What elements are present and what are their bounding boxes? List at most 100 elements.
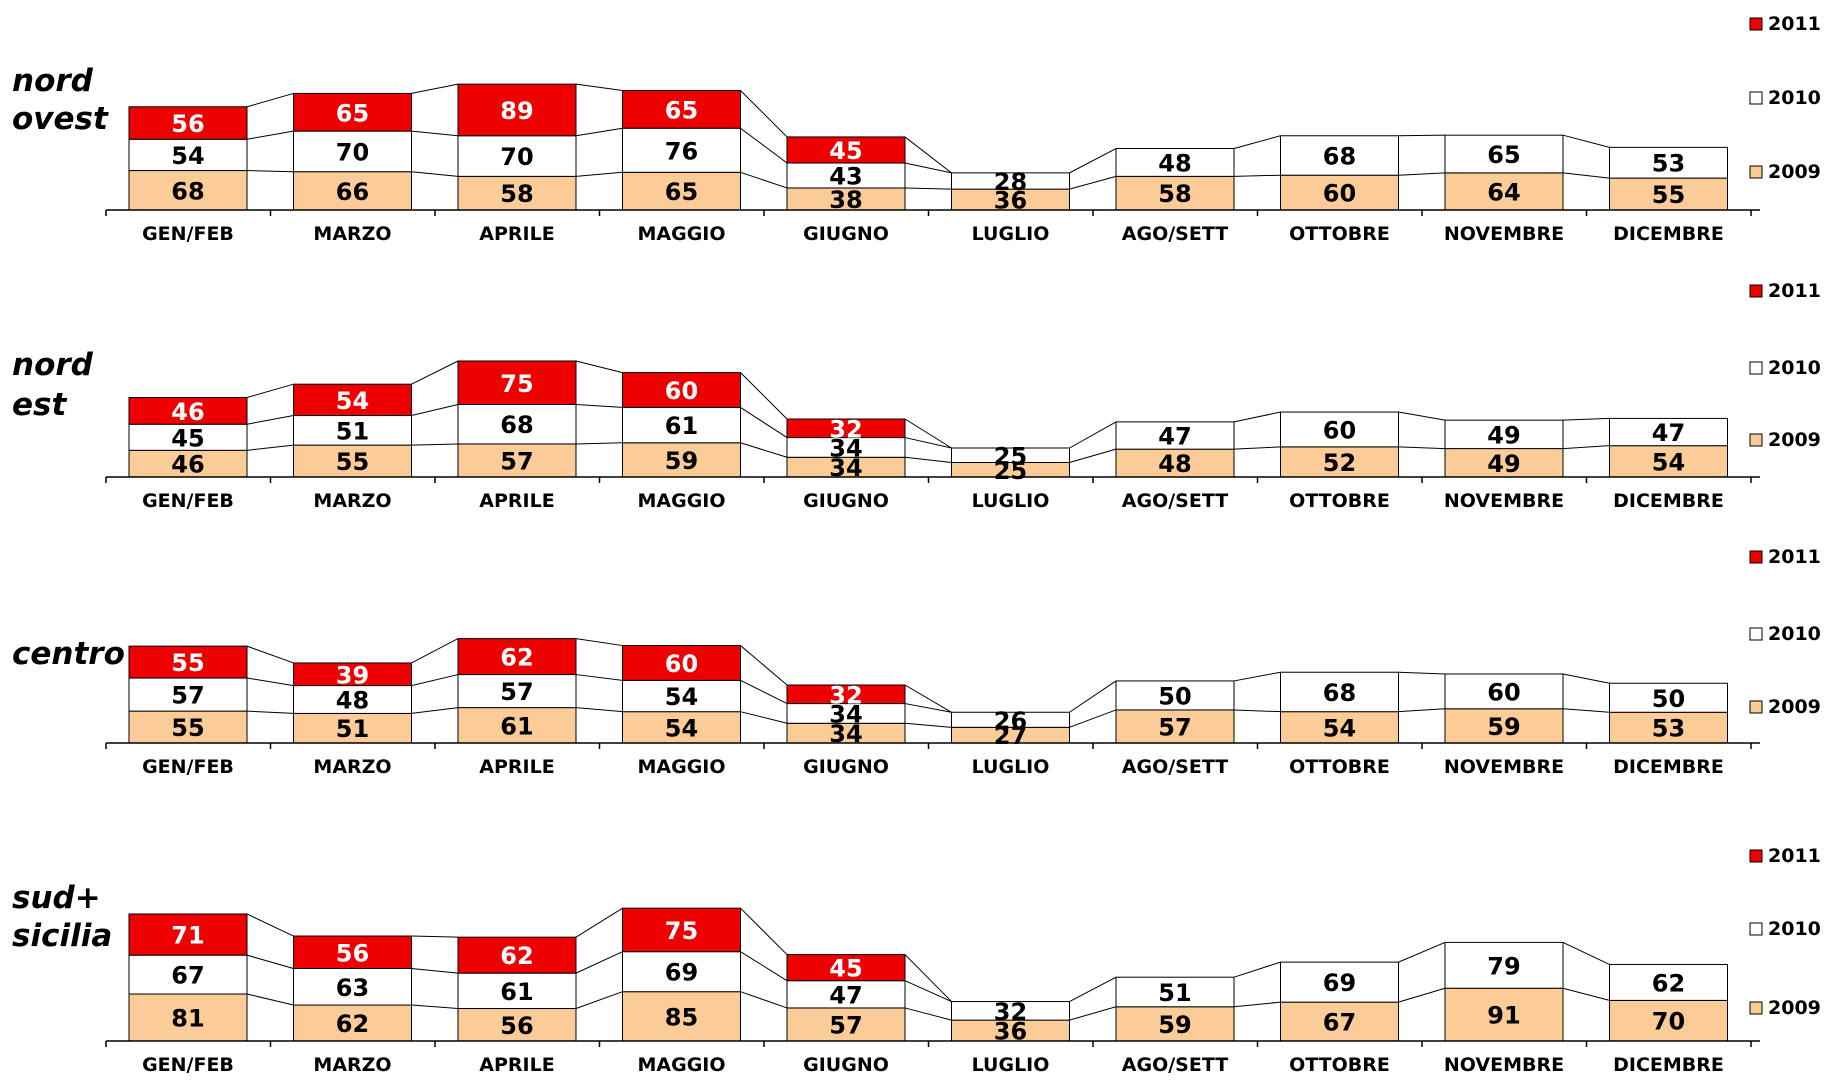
value-label-2010: 34: [829, 434, 862, 462]
connector-line: [246, 913, 294, 937]
connector-line: [904, 418, 952, 449]
category-label: NOVEMBRE: [1444, 490, 1564, 512]
bar-2010: [1280, 961, 1399, 1003]
bar-2009: [622, 711, 741, 744]
category-label: DICEMBRE: [1613, 756, 1724, 778]
connector-line: [1069, 709, 1117, 728]
connector-line: [575, 638, 623, 647]
bar-2009: [293, 171, 412, 211]
bar-2010: [951, 711, 1070, 728]
connector-line: [1069, 175, 1117, 190]
connector-line: [1069, 976, 1117, 1003]
legend-label-2011: 2011: [1768, 13, 1821, 35]
bar-2010: [622, 951, 741, 993]
bar-2009: [457, 443, 577, 478]
value-label-2010: 54: [171, 142, 204, 170]
connector-line: [740, 907, 788, 955]
value-label-2010: 76: [665, 137, 698, 165]
legend-label-2009: 2009: [1768, 429, 1821, 451]
connector-line: [575, 171, 623, 177]
legend-swatch-2009: [1749, 1001, 1763, 1015]
value-label-2011: 60: [665, 377, 698, 405]
value-label-2010: 26: [994, 707, 1027, 735]
bar-2010: [1444, 673, 1564, 710]
value-label-2009: 60: [1323, 180, 1356, 208]
legend-swatch-2010: [1749, 922, 1763, 936]
value-label-2011: 56: [336, 939, 369, 967]
connector-line: [1562, 134, 1610, 148]
value-label-2010: 47: [1652, 419, 1685, 447]
category-label: AGO/SETT: [1122, 1054, 1228, 1076]
bar-2010: [293, 968, 412, 1006]
category-label: AGO/SETT: [1122, 490, 1228, 512]
value-label-2009: 58: [1158, 180, 1191, 208]
value-label-2010: 45: [171, 424, 204, 452]
category-label: LUGLIO: [972, 223, 1050, 245]
value-label-2010: 69: [665, 959, 698, 987]
category-label: APRILE: [479, 756, 554, 778]
connector-line: [411, 360, 459, 385]
bar-2011: [128, 645, 248, 679]
region-label: nord: [12, 347, 94, 383]
value-label-2010: 70: [500, 143, 533, 171]
bar-2009: [1444, 172, 1564, 211]
category-label: MARZO: [313, 756, 391, 778]
value-label-2009: 55: [171, 714, 204, 742]
value-label-2009: 55: [336, 448, 369, 476]
value-label-2009: 85: [665, 1003, 698, 1031]
connector-line: [411, 443, 459, 446]
connector-line: [1562, 172, 1610, 179]
connector-line: [411, 935, 459, 938]
bar-2010: [1444, 941, 1564, 989]
value-label-2011: 32: [829, 681, 862, 709]
value-label-2010: 60: [1487, 678, 1520, 706]
value-label-2009: 68: [171, 177, 204, 205]
region-label: nord: [12, 63, 94, 99]
legend-swatch-2009: [1749, 433, 1763, 447]
bar-2009: [128, 710, 248, 744]
legend-label-2009: 2009: [1768, 997, 1821, 1019]
category-label: MAGGIO: [637, 490, 725, 512]
region-label: sud+: [12, 880, 101, 916]
value-label-2009: 59: [1158, 1011, 1191, 1039]
connector-line: [411, 674, 459, 687]
value-label-2011: 55: [171, 649, 204, 677]
value-label-2011: 71: [171, 922, 204, 950]
connector-line: [246, 130, 294, 140]
value-label-2009: 57: [829, 1011, 862, 1039]
connector-line: [1069, 680, 1117, 713]
bar-2010: [951, 1001, 1070, 1021]
value-label-2010: 65: [1487, 141, 1520, 169]
bar-2010: [1115, 976, 1235, 1008]
value-label-2009: 66: [336, 178, 369, 206]
connector-line: [575, 127, 623, 137]
bar-2010: [622, 406, 741, 444]
value-label-2010: 68: [1323, 679, 1356, 707]
connector-line: [411, 707, 459, 714]
bar-2010: [1609, 682, 1728, 713]
category-label: GIUGNO: [803, 1054, 889, 1076]
connector-line: [904, 187, 952, 190]
connector-line: [1398, 941, 1446, 963]
bar-2010: [1115, 148, 1235, 177]
category-label: MAGGIO: [637, 1054, 725, 1076]
category-label: NOVEMBRE: [1444, 756, 1564, 778]
connector-line: [575, 991, 623, 1009]
connector-line: [575, 707, 623, 713]
connector-line: [246, 92, 294, 108]
category-label: GEN/FEB: [142, 756, 234, 778]
category-label: APRILE: [479, 223, 554, 245]
bar-2011: [786, 136, 906, 164]
value-label-2009: 48: [1158, 450, 1191, 478]
connector-line: [740, 406, 788, 438]
legend-swatch-2009: [1749, 165, 1763, 179]
bar-2010: [1609, 146, 1728, 179]
value-label-2009: 54: [665, 714, 698, 742]
connector-line: [1233, 671, 1281, 682]
value-label-2010: 34: [829, 700, 862, 728]
connector-line: [575, 907, 623, 938]
bar-2009: [622, 991, 741, 1042]
region-label: centro: [12, 636, 125, 672]
connector-line: [246, 993, 294, 1006]
connector-line: [904, 954, 952, 1002]
